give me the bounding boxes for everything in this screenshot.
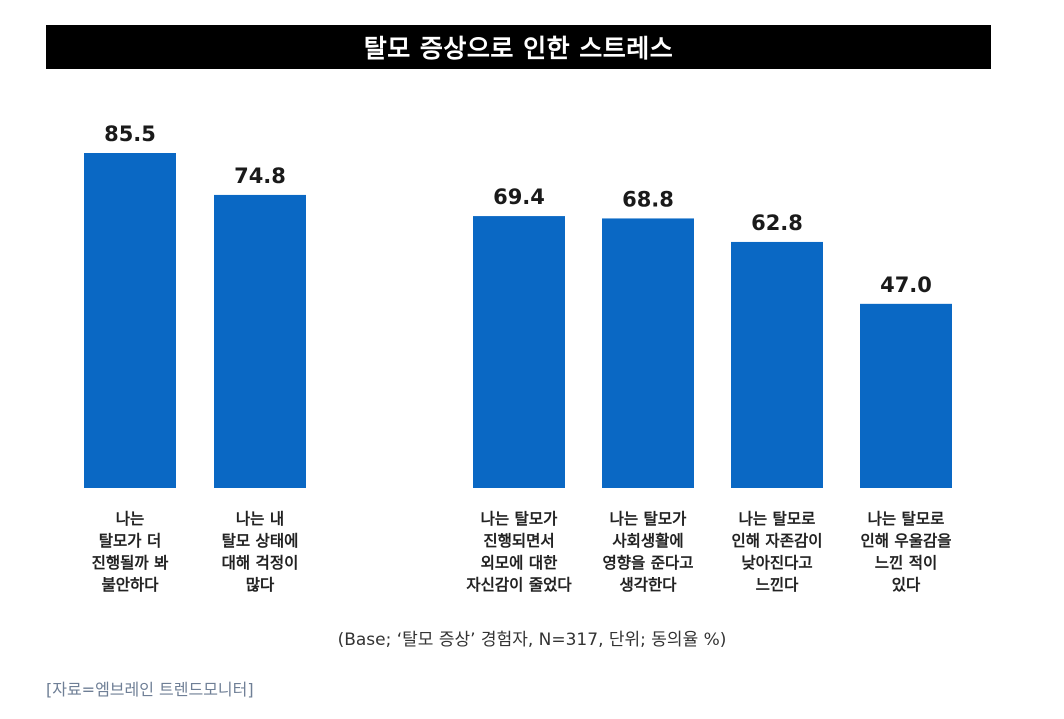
category-label-line: 탈모가 더: [99, 532, 161, 550]
source-note: [자료=엠브레인 트렌드모니터]: [46, 676, 254, 700]
category-label-line: 낮아진다고: [741, 554, 812, 572]
value-label-2: 74.8: [234, 164, 286, 188]
value-label-1: 85.5: [104, 122, 156, 146]
category-label-line: 진행되면서: [483, 532, 554, 550]
category-label-line: 진행될까 봐: [92, 554, 169, 572]
category-label-line: 영향을 준다고: [603, 553, 694, 572]
value-label-6: 47.0: [880, 273, 932, 297]
category-label-line: 있다: [892, 575, 921, 594]
value-label-5: 62.8: [751, 211, 803, 235]
bar-6: [860, 304, 952, 488]
bar-4: [602, 218, 694, 488]
category-label-line: 인해 우울감을: [861, 531, 952, 550]
category-label-line: 나는 탈모가: [610, 510, 687, 528]
category-label-line: 불안하다: [101, 576, 159, 594]
category-label-line: 나는 탈모가: [481, 510, 558, 528]
category-label-line: 탈모 상태에: [222, 532, 299, 550]
bar-5: [731, 242, 823, 488]
category-label-line: 나는 탈모로: [739, 510, 816, 528]
category-label-line: 인해 자존감이: [732, 531, 823, 550]
bar-1: [84, 153, 176, 488]
category-label-line: 생각한다: [619, 575, 677, 594]
category-label-line: 나는 탈모로: [868, 510, 945, 528]
category-label-line: 사회생활에: [612, 531, 683, 550]
category-label-line: 많다: [246, 576, 275, 594]
value-label-3: 69.4: [493, 185, 545, 209]
category-label-line: 느낀다: [756, 576, 800, 594]
value-label-4: 68.8: [622, 187, 674, 211]
category-label-line: 외모에 대한: [481, 553, 558, 572]
category-label-line: 느낀 적이: [875, 554, 937, 572]
base-note: (Base; ‘탈모 증상’ 경험자, N=317, 단위; 동의율 %): [0, 625, 1064, 650]
category-label-line: 나는: [116, 510, 145, 528]
category-label-line: 자신감이 줄었다: [466, 575, 572, 594]
bar-3: [473, 216, 565, 488]
category-label-line: 나는 내: [236, 510, 284, 528]
category-label-line: 대해 걱정이: [222, 553, 299, 572]
bar-2: [214, 195, 306, 488]
